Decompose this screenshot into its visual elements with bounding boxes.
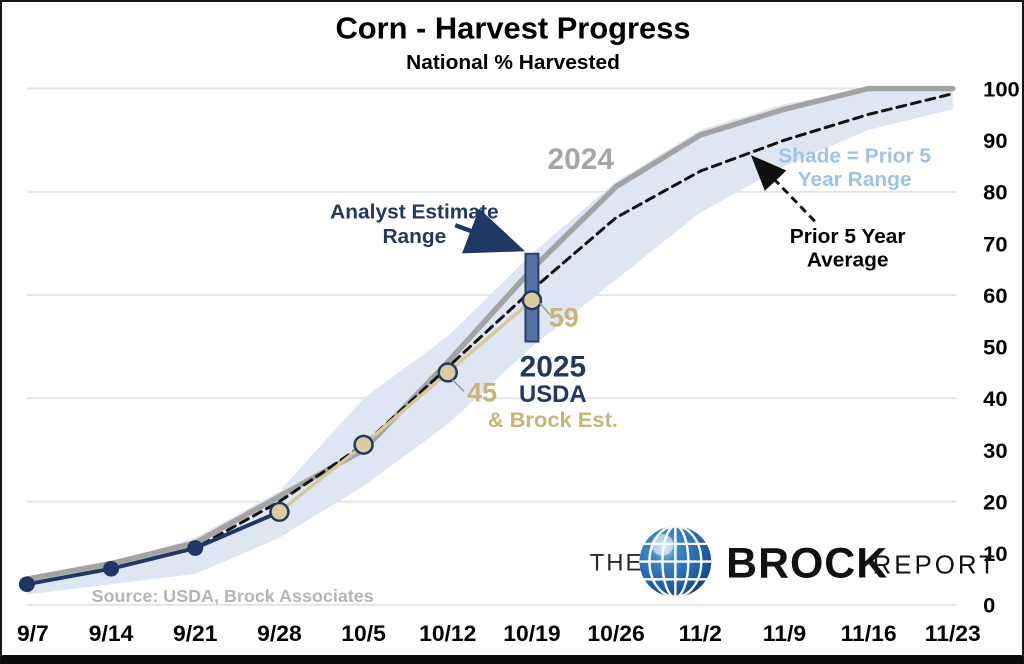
harvest-progress-chart: 0 10 20 30 40 50 60 70 80 90 100 9/7 9/14 9/21 9/28 10… [17,11,1020,647]
y-tick-80: 80 [983,180,1007,205]
data-point-marker [437,362,458,383]
data-point-marker [521,290,543,311]
leader-line-45 [451,379,465,392]
x-tick-10-19: 10/19 [503,620,560,646]
label-2025: 2025 [520,351,586,384]
label-prior-5yr-line1: Prior 5 Year [790,225,906,248]
globe-icon [639,526,712,597]
data-point-marker [103,560,120,577]
label-brock-est: & Brock Est. [488,407,618,432]
y-tick-70: 70 [983,231,1007,256]
label-estimate-45: 45 [467,377,497,407]
label-analyst-estimate-line2: Range [382,225,446,248]
source-text: Source: USDA, Brock Associates [92,586,374,606]
data-point-marker [269,501,290,522]
label-analyst-estimate-line1: Analyst Estimate [330,200,498,223]
x-tick-9-7: 9/7 [17,620,49,646]
x-tick-11-16: 11/16 [841,620,897,646]
chart-subtitle: National % Harvested [406,51,620,74]
logo-report-text: REPORT [873,552,998,580]
y-tick-90: 90 [983,128,1007,153]
y-tick-100: 100 [983,77,1020,102]
label-shade-line2: Year Range [798,168,912,191]
x-tick-11-23: 11/23 [925,620,981,646]
label-2024: 2024 [547,143,614,176]
data-point-marker [18,576,35,593]
range-band-area [26,88,953,595]
prior-5-year-range-band [26,88,953,595]
x-tick-9-14: 9/14 [89,620,134,646]
brock-report-logo: THE BROCK REPORT [590,526,998,597]
prior-5yr-average-arrow [750,155,816,223]
gridlines [26,87,957,606]
chart-title: Corn - Harvest Progress [335,11,690,46]
y-tick-10: 10 [983,541,1007,566]
series-lines [24,85,956,587]
x-tick-10-12: 10/12 [419,620,476,646]
x-axis-tick-labels: 9/7 9/14 9/21 9/28 10/5 10/12 10/19 10/26 11/2 11… [17,620,981,646]
logo-the-text: THE [590,550,644,577]
x-tick-11-9: 11/9 [763,620,806,646]
y-tick-20: 20 [983,490,1007,515]
analyst-estimate-arrow [454,208,526,254]
x-tick-10-5: 10/5 [341,620,386,646]
y-tick-40: 40 [983,386,1007,411]
logo-brock-text: BROCK [726,540,888,588]
y-tick-60: 60 [983,283,1007,308]
label-usda: USDA [519,381,587,408]
x-tick-11-2: 11/2 [679,620,722,646]
x-tick-9-28: 9/28 [257,620,302,646]
y-tick-0: 0 [983,593,995,618]
data-point-marker [187,540,204,556]
label-estimate-59: 59 [549,303,579,333]
y-tick-30: 30 [983,438,1007,463]
series-line-2024 [24,85,956,582]
series-line-usda-brock-est- [277,298,534,514]
series-line-2025-usda [24,509,282,587]
leader-line-59 [539,302,551,316]
x-tick-10-26: 10/26 [587,620,644,646]
y-tick-50: 50 [983,335,1007,360]
series-markers [18,290,543,593]
label-prior-5yr-line2: Average [807,249,889,272]
data-point-marker [353,434,374,455]
x-tick-9-21: 9/21 [173,620,218,646]
y-axis-tick-labels: 0 10 20 30 40 50 60 70 80 90 100 [983,77,1020,618]
label-shade-line1: Shade = Prior 5 [778,144,931,167]
